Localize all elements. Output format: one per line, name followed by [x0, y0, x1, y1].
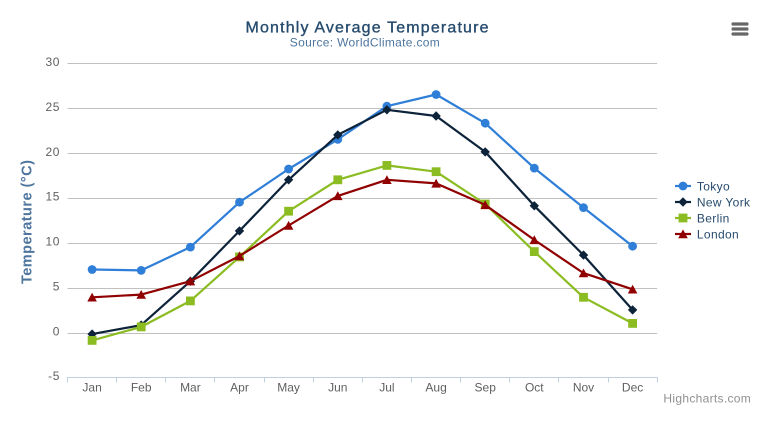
- svg-text:5: 5: [53, 280, 60, 294]
- svg-text:25: 25: [45, 100, 60, 114]
- svg-text:Highcharts.com: Highcharts.com: [663, 391, 750, 405]
- svg-text:30: 30: [45, 55, 60, 69]
- svg-text:Mar: Mar: [180, 381, 201, 395]
- svg-text:Aug: Aug: [425, 381, 446, 395]
- svg-text:-5: -5: [48, 369, 60, 383]
- svg-text:Oct: Oct: [525, 381, 544, 395]
- svg-text:Jan: Jan: [82, 381, 101, 395]
- svg-text:15: 15: [45, 190, 60, 204]
- svg-text:Jun: Jun: [328, 381, 347, 395]
- svg-text:Dec: Dec: [622, 381, 643, 395]
- svg-text:20: 20: [45, 145, 60, 159]
- svg-text:Apr: Apr: [230, 381, 249, 395]
- svg-text:Jul: Jul: [379, 381, 394, 395]
- svg-text:Temperature (°C): Temperature (°C): [20, 160, 36, 284]
- svg-text:New York: New York: [697, 195, 751, 209]
- svg-text:Source: WorldClimate.com: Source: WorldClimate.com: [290, 36, 440, 50]
- svg-text:Sep: Sep: [475, 381, 497, 395]
- svg-text:Feb: Feb: [131, 381, 152, 395]
- svg-text:Monthly Average Temperature: Monthly Average Temperature: [246, 20, 489, 37]
- svg-text:0: 0: [53, 324, 60, 338]
- svg-text:London: London: [697, 227, 739, 241]
- svg-text:Nov: Nov: [573, 381, 594, 395]
- svg-text:May: May: [277, 381, 300, 395]
- svg-text:10: 10: [45, 235, 60, 249]
- svg-text:Tokyo: Tokyo: [697, 179, 730, 193]
- svg-text:Berlin: Berlin: [697, 211, 730, 225]
